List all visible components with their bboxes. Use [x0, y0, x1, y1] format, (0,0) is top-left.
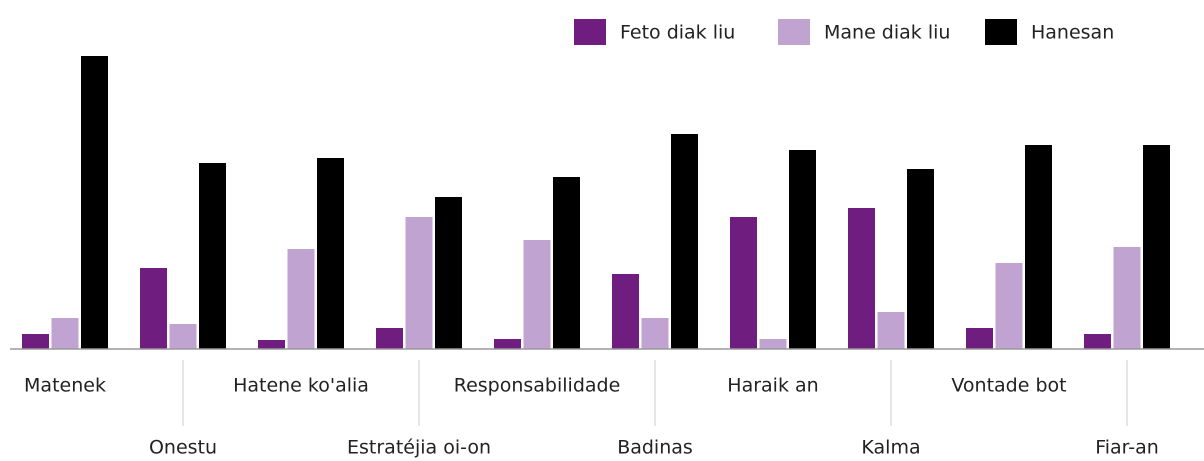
bar: [317, 158, 344, 349]
bar: [169, 324, 197, 349]
bar: [612, 274, 639, 349]
bar: [22, 334, 49, 349]
bar: [671, 134, 698, 349]
bar: [140, 268, 167, 349]
bar: [1113, 247, 1141, 349]
bar: [523, 240, 551, 349]
bar: [641, 318, 669, 349]
bar: [81, 56, 108, 349]
bar: [405, 217, 433, 349]
bar: [376, 328, 403, 349]
legend-label: Hanesan: [1031, 22, 1114, 44]
bar: [907, 169, 934, 349]
bar: [494, 339, 521, 349]
bar: [848, 208, 875, 349]
x-tick-label: Responsabilidade: [454, 375, 621, 397]
bar: [51, 318, 79, 349]
x-tick-label: Fiar-an: [1095, 437, 1159, 459]
legend-label: Mane diak liu: [824, 22, 950, 44]
bar: [966, 328, 993, 349]
legend-label: Feto diak liu: [620, 22, 735, 44]
bar: [789, 150, 816, 349]
x-tick-label: Vontade bot: [951, 375, 1066, 397]
bar: [553, 177, 580, 349]
legend-swatch: [574, 19, 606, 45]
x-tick-label: Onestu: [149, 437, 217, 459]
bar: [1084, 334, 1111, 349]
bar: [759, 339, 787, 349]
bar: [199, 163, 226, 349]
bar: [258, 340, 285, 349]
bar: [995, 263, 1023, 349]
bar: [730, 217, 757, 349]
bar: [877, 312, 905, 349]
x-tick-label: Haraik an: [727, 375, 818, 397]
legend-swatch: [778, 19, 810, 45]
legend-swatch: [985, 19, 1017, 45]
x-tick-label: Badinas: [617, 437, 693, 459]
x-tick-label: Estratéjia oi-on: [347, 437, 491, 459]
x-tick-label: Matenek: [24, 375, 106, 397]
bar: [1143, 145, 1170, 349]
x-tick-label: Hatene ko'alia: [233, 375, 369, 397]
bar: [287, 249, 315, 349]
bar: [1025, 145, 1052, 349]
x-tick-label: Kalma: [861, 437, 920, 459]
bar: [435, 197, 462, 349]
